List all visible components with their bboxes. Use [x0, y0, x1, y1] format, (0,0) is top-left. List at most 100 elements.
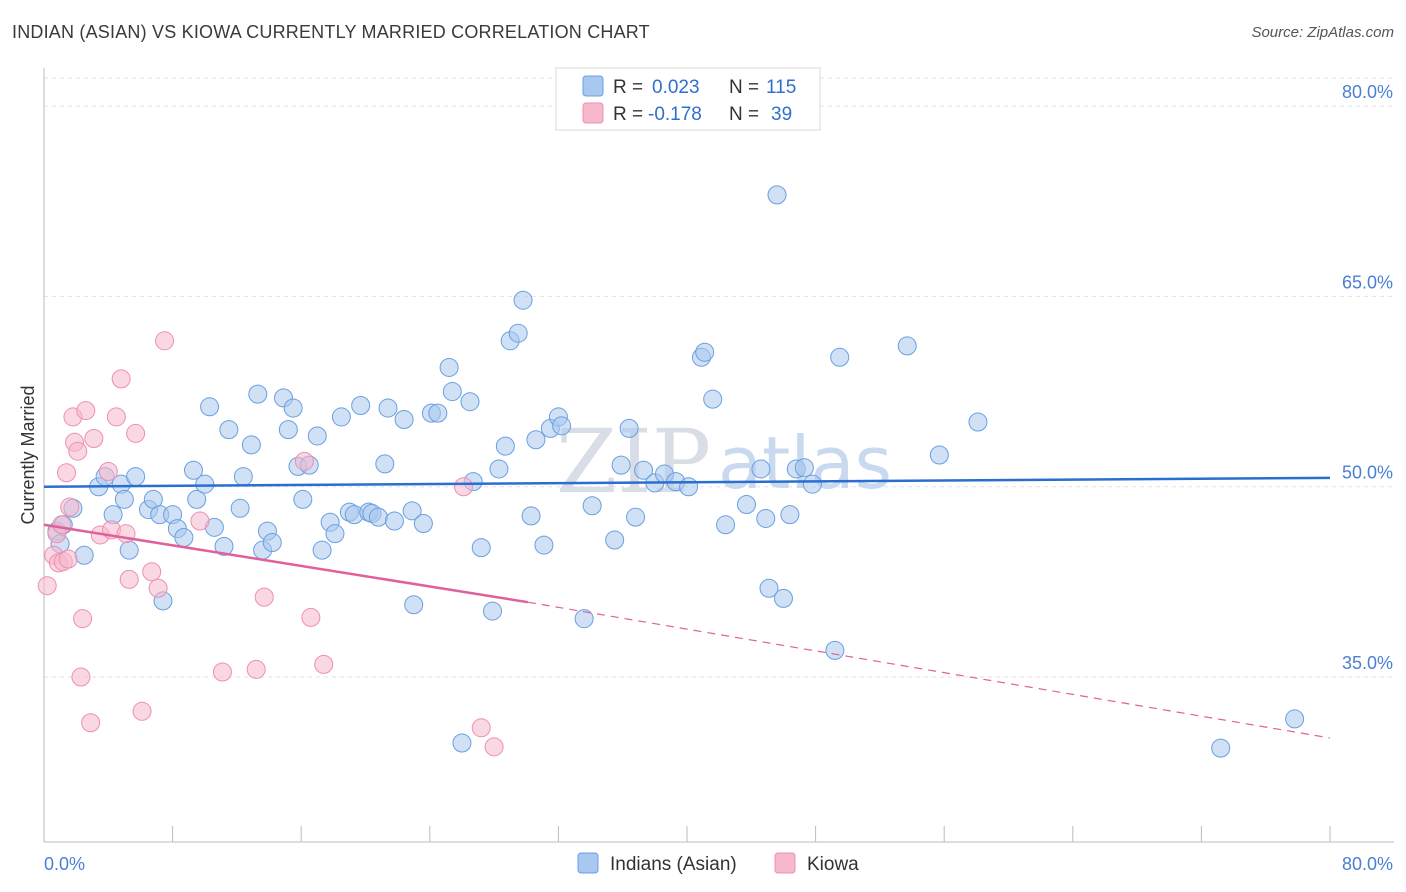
chart-title: INDIAN (ASIAN) VS KIOWA CURRENTLY MARRIE…: [12, 22, 650, 42]
data-point-indians: [552, 416, 572, 436]
bottom-legend-swatch-kiowa: [774, 852, 796, 874]
data-point-kiowa: [155, 331, 175, 351]
data-point-indians: [780, 505, 800, 525]
data-point-indians: [582, 496, 602, 516]
data-point-kiowa: [454, 477, 474, 497]
data-point-indians: [442, 382, 462, 402]
data-point-kiowa: [98, 461, 118, 481]
y-tick-label: 50.0%: [1342, 463, 1393, 483]
data-point-kiowa: [73, 609, 93, 629]
data-point-indians: [1285, 709, 1305, 729]
data-point-kiowa: [60, 497, 80, 517]
legend-r-value-kiowa: -0.178: [648, 104, 702, 125]
data-point-indians: [230, 498, 250, 518]
data-point-indians: [195, 474, 215, 494]
data-point-indians: [219, 420, 239, 440]
data-point-indians: [526, 430, 546, 450]
data-point-indians: [293, 489, 313, 509]
y-tick-label: 35.0%: [1342, 653, 1393, 673]
data-point-indians: [574, 609, 594, 629]
data-point-kiowa: [484, 737, 504, 757]
data-point-indians: [619, 418, 639, 438]
trend-line-dashed-kiowa: [527, 601, 1331, 739]
series-legend: Indians (Asian) Kiowa: [577, 852, 859, 875]
data-point-kiowa: [294, 451, 314, 471]
data-point-kiowa: [119, 569, 139, 589]
legend-r-label-kiowa: R =: [613, 104, 643, 125]
data-point-kiowa: [142, 562, 162, 582]
trend-line-kiowa: [43, 523, 529, 604]
tick-labels: 80.0% 65.0% 50.0% 35.0% 0.0% 80.0%: [44, 82, 1393, 874]
data-point-kiowa: [68, 441, 88, 461]
data-points: [37, 185, 1305, 758]
data-point-indians: [695, 342, 715, 362]
data-point-indians: [929, 445, 949, 465]
data-point-indians: [413, 514, 433, 534]
legend-r-value-indians: 0.023: [652, 77, 700, 98]
data-point-kiowa: [314, 654, 334, 674]
data-point-indians: [394, 409, 414, 429]
data-point-kiowa: [212, 662, 232, 682]
data-point-indians: [375, 454, 395, 474]
data-point-indians: [626, 507, 646, 527]
trend-lines: [43, 476, 1331, 739]
data-point-indians: [368, 507, 388, 527]
data-point-kiowa: [52, 515, 72, 535]
data-point-indians: [1211, 738, 1231, 758]
data-point-kiowa: [301, 607, 321, 627]
gridlines: [44, 77, 1394, 678]
data-point-indians: [307, 426, 327, 446]
data-point-indians: [830, 347, 850, 367]
data-point-indians: [825, 640, 845, 660]
data-point-indians: [126, 467, 146, 487]
data-point-indians: [482, 601, 502, 621]
data-point-indians: [759, 578, 779, 598]
data-point-indians: [703, 389, 723, 409]
y-tick-label: 65.0%: [1342, 272, 1393, 292]
x-tick-label-max: 80.0%: [1342, 854, 1393, 874]
bottom-legend-label-kiowa: Kiowa: [807, 854, 859, 875]
data-point-indians: [248, 384, 268, 404]
data-point-indians: [183, 460, 203, 480]
legend-n-label-kiowa: N =: [729, 104, 759, 125]
source-label: Source: ZipAtlas.com: [1251, 24, 1394, 41]
data-point-kiowa: [37, 576, 57, 596]
data-point-indians: [233, 467, 253, 487]
data-point-kiowa: [254, 587, 274, 607]
data-point-indians: [174, 527, 194, 547]
data-point-indians: [495, 436, 515, 456]
data-point-indians: [214, 536, 234, 556]
y-axis-label: Currently Married: [18, 385, 38, 524]
x-tick-label-min: 0.0%: [44, 854, 85, 874]
legend-n-value-indians: 115: [766, 77, 796, 98]
data-point-indians: [460, 392, 480, 412]
legend-n-value-kiowa: 39: [771, 104, 792, 125]
watermark: ZIP atlas: [556, 410, 892, 513]
data-point-kiowa: [148, 578, 168, 598]
data-point-indians: [283, 398, 303, 418]
data-point-indians: [968, 412, 988, 432]
data-point-indians: [114, 489, 134, 509]
data-point-indians: [513, 290, 533, 310]
data-point-indians: [351, 396, 371, 416]
data-point-indians: [773, 588, 793, 608]
data-point-indians: [187, 489, 207, 509]
data-point-indians: [751, 459, 771, 479]
data-point-kiowa: [71, 667, 91, 687]
data-point-indians: [200, 397, 220, 417]
data-point-indians: [767, 185, 787, 205]
data-point-indians: [325, 524, 345, 544]
data-point-indians: [489, 459, 509, 479]
data-point-kiowa: [126, 423, 146, 443]
legend-swatch-kiowa: [582, 102, 604, 124]
data-point-indians: [262, 533, 282, 553]
data-point-kiowa: [76, 401, 96, 421]
data-point-kiowa: [57, 463, 77, 483]
data-point-indians: [508, 323, 528, 343]
data-point-indians: [402, 501, 422, 521]
correlation-legend: R = 0.023 N = 115 R = -0.178 N = 39: [555, 67, 821, 131]
data-point-indians: [605, 530, 625, 550]
data-point-indians: [428, 403, 448, 423]
data-point-indians: [802, 474, 822, 494]
